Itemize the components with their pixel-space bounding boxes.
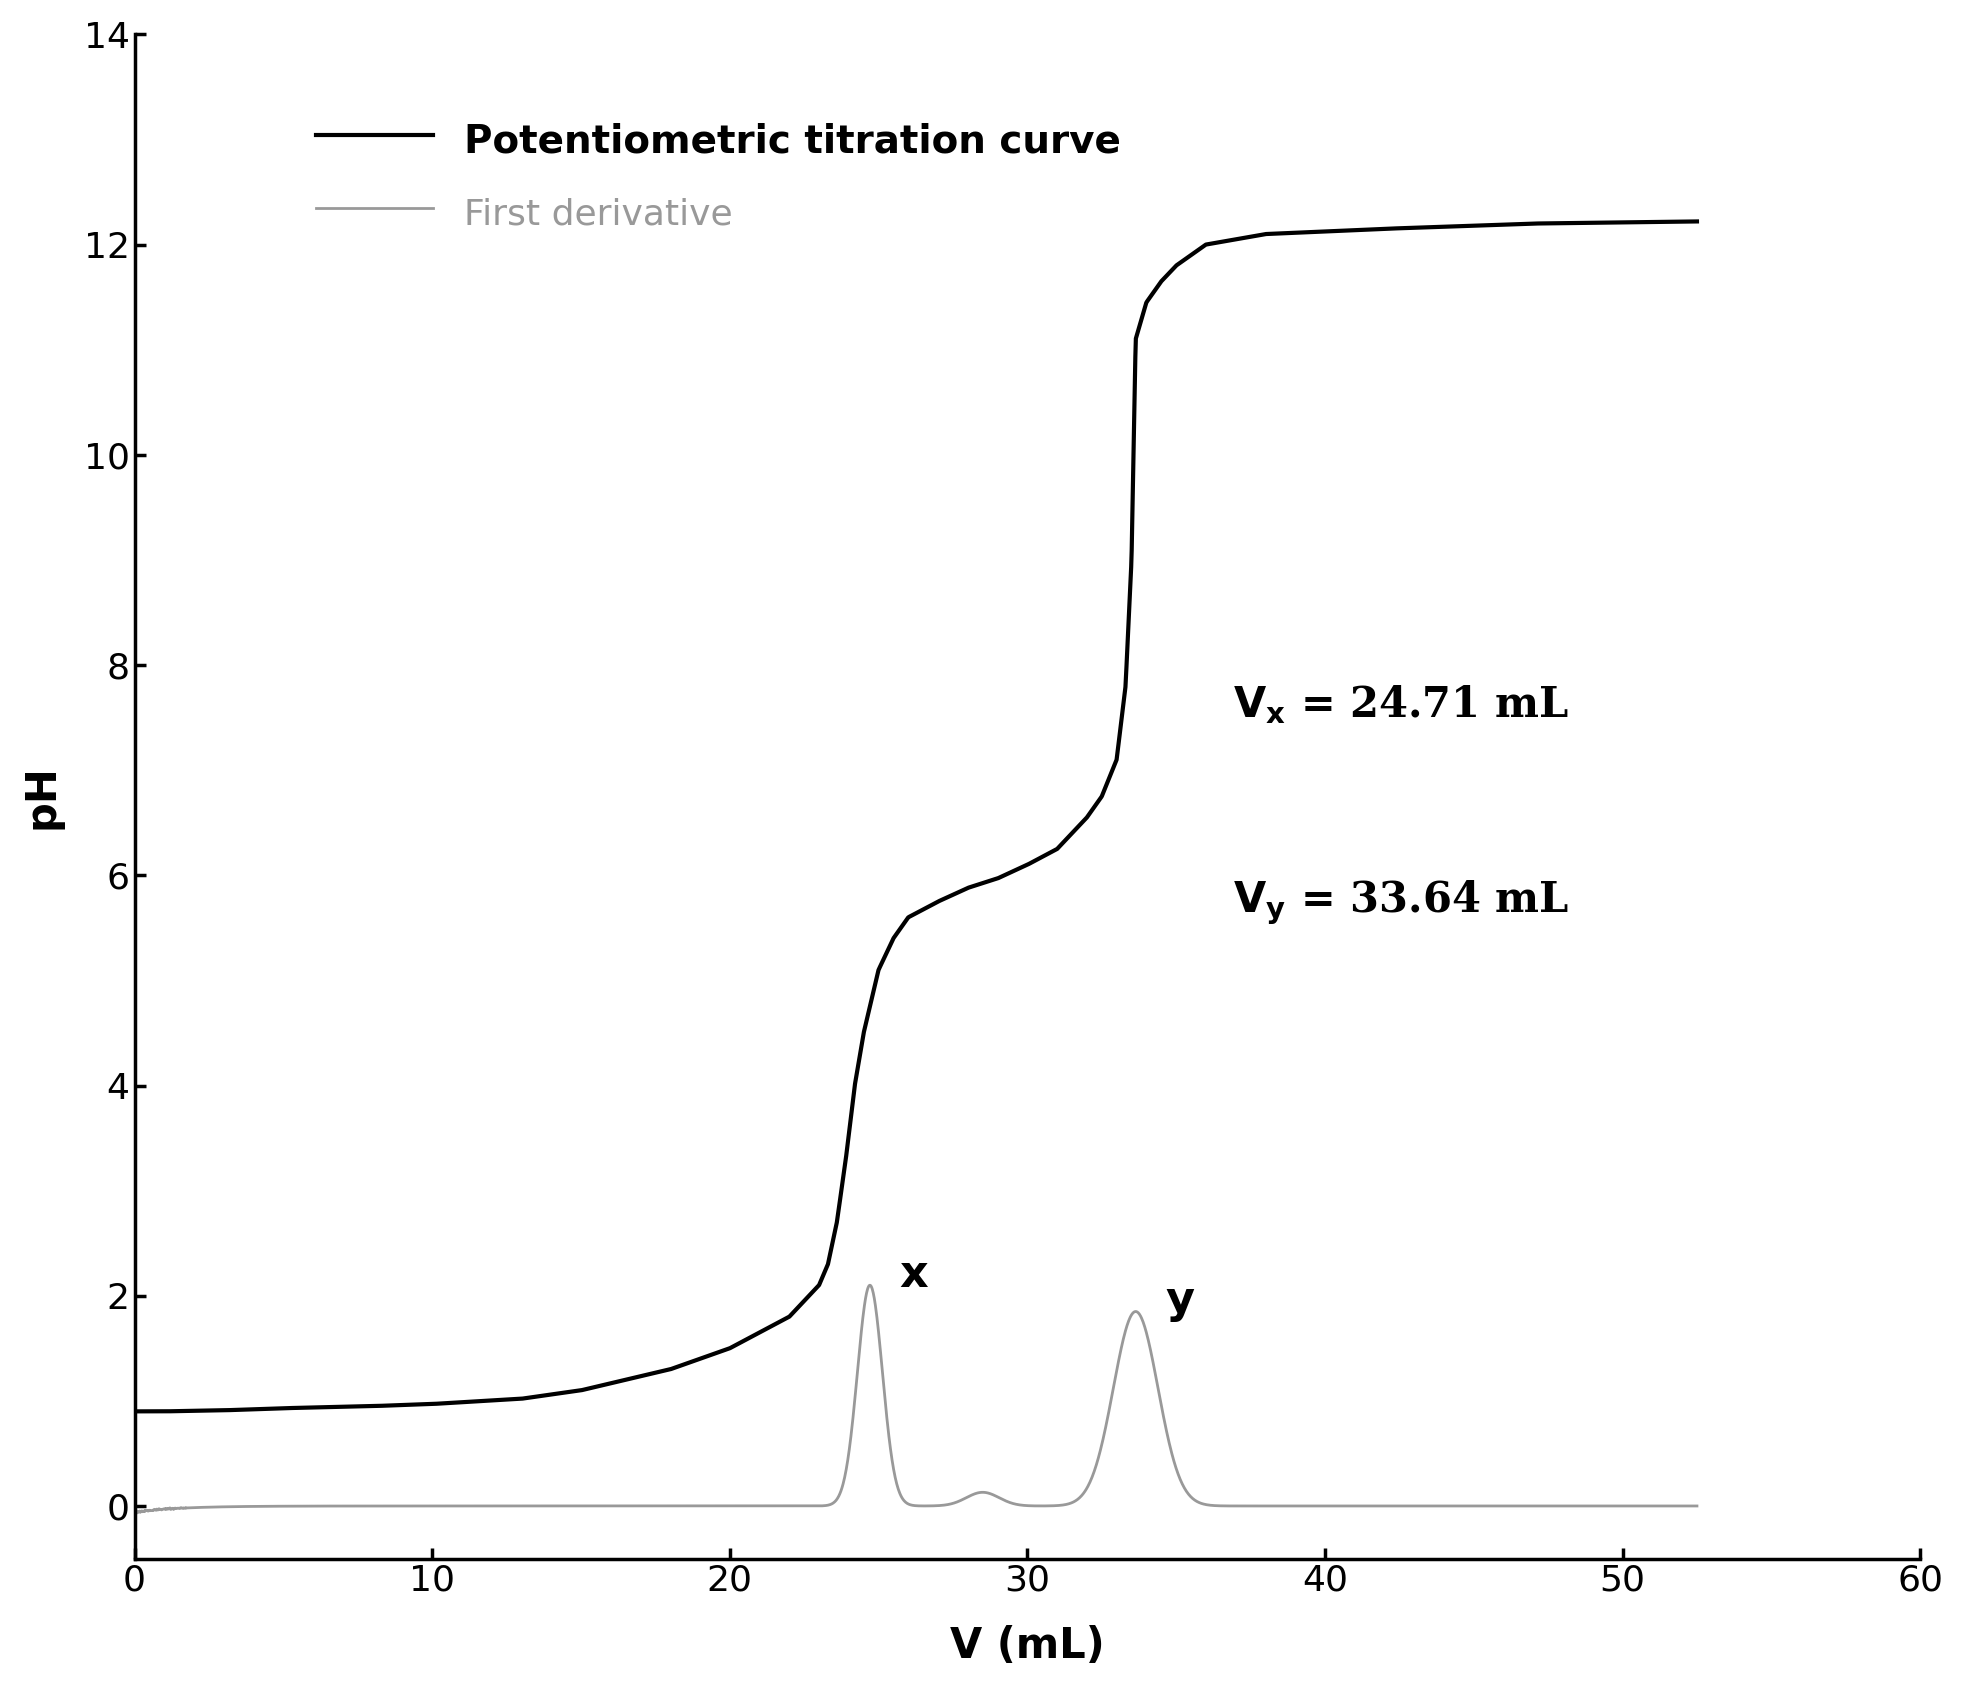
First derivative xyxy=(122,1501,145,1521)
Y-axis label: pH: pH xyxy=(22,765,63,829)
First derivative xyxy=(1487,1496,1510,1516)
X-axis label: V (mL): V (mL) xyxy=(951,1626,1104,1668)
Potentiometric titration curve xyxy=(300,1398,324,1418)
Text: $\mathbf{V_y}$ = 33.64 mL: $\mathbf{V_y}$ = 33.64 mL xyxy=(1233,879,1569,927)
First derivative xyxy=(858,1274,882,1295)
Potentiometric titration curve xyxy=(723,1337,746,1357)
Potentiometric titration curve xyxy=(122,1401,145,1421)
Legend: Potentiometric titration curve, First derivative: Potentiometric titration curve, First de… xyxy=(297,100,1141,250)
First derivative xyxy=(1685,1496,1709,1516)
First derivative xyxy=(300,1496,324,1516)
Line: Potentiometric titration curve: Potentiometric titration curve xyxy=(134,221,1697,1411)
First derivative xyxy=(790,1496,813,1516)
First derivative xyxy=(1656,1496,1679,1516)
Line: First derivative: First derivative xyxy=(134,1285,1697,1512)
Potentiometric titration curve xyxy=(790,1293,813,1313)
First derivative xyxy=(126,1502,149,1523)
Potentiometric titration curve xyxy=(1487,214,1510,235)
Text: x: x xyxy=(900,1252,929,1296)
Potentiometric titration curve xyxy=(1685,211,1709,231)
Text: y: y xyxy=(1165,1280,1194,1322)
Potentiometric titration curve xyxy=(393,1394,416,1415)
Text: $\mathbf{V_x}$ = 24.71 mL: $\mathbf{V_x}$ = 24.71 mL xyxy=(1233,684,1569,726)
First derivative xyxy=(723,1496,746,1516)
Potentiometric titration curve xyxy=(1654,211,1677,231)
First derivative xyxy=(395,1496,418,1516)
